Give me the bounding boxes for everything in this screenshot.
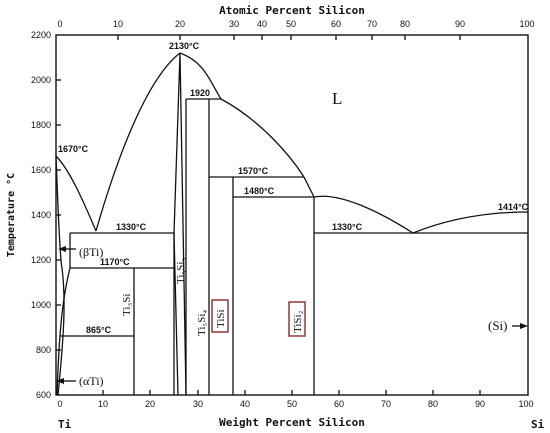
y-tick: 1200: [31, 255, 51, 265]
phase-ti3si: Ti₃Si: [121, 294, 133, 316]
tisi-box: [211, 299, 229, 333]
right-element-label: Si: [531, 418, 545, 431]
temp-1670: 1670°C: [58, 144, 89, 154]
y-tick: 2200: [31, 30, 51, 40]
bottom-tick-marks: [102, 390, 481, 395]
bottom-tick: 50: [287, 399, 297, 409]
bottom-tick: 30: [193, 399, 203, 409]
y-tick: 800: [36, 345, 51, 355]
top-tick: 10: [113, 19, 123, 29]
y-tick: 1800: [31, 120, 51, 130]
beta-solidus: [55, 155, 63, 269]
bottom-tick: 10: [98, 399, 108, 409]
top-tick: 40: [257, 19, 267, 29]
y-tick: 1400: [31, 210, 51, 220]
temp-2130: 2130°C: [169, 41, 200, 51]
top-tick: 0: [57, 19, 62, 29]
alpha-boundary: [56, 267, 71, 396]
top-tick: 70: [367, 19, 377, 29]
bottom-tick: 70: [381, 399, 391, 409]
beta-arrow: [58, 246, 76, 252]
top-tick: 30: [229, 19, 239, 29]
temp-1414: 1414°C: [498, 202, 529, 212]
temp-865: 865°C: [86, 325, 112, 335]
bottom-tick: 90: [475, 399, 485, 409]
temp-1330-left: 1330°C: [116, 222, 147, 232]
top-tick: 80: [400, 19, 410, 29]
liquidus-tisi2: [313, 195, 414, 234]
bottom-tick: 40: [240, 399, 250, 409]
phase-ti5si4: Ti₅Si₄: [196, 310, 208, 336]
bottom-tick: 80: [428, 399, 438, 409]
bottom-tick: 100: [518, 399, 533, 409]
y-tick: 1000: [31, 300, 51, 310]
phase-tisi: TiSi: [215, 309, 227, 328]
temp-1920: 1920: [190, 88, 210, 98]
phase-tisi2: TiSi₂: [292, 310, 304, 333]
phase-boundaries: [55, 52, 529, 396]
phase-ti5si3: Ti₅Si₃: [175, 258, 187, 284]
liquidus-si: [412, 211, 529, 234]
top-tick-marks: [117, 35, 461, 40]
y-tick: 1600: [31, 165, 51, 175]
plot-frame: [55, 34, 529, 396]
phase-liquid: L: [332, 89, 342, 108]
liquidus-tisi: [303, 176, 315, 198]
top-tick: 50: [286, 19, 296, 29]
bottom-axis-title: Weight Percent Silicon: [219, 416, 365, 429]
top-ticks: 0 10 20 30 40 50 60 70 80 90 100: [57, 19, 534, 29]
top-tick: 20: [175, 19, 185, 29]
y-tick: 2000: [31, 75, 51, 85]
y-tick: 600: [36, 390, 51, 400]
y-ticks: 600 800 1000 1200 1400 1600 1800 2000 22…: [31, 30, 51, 400]
bottom-tick: 20: [145, 399, 155, 409]
ti5si3-right: [173, 52, 187, 396]
phase-alpha-ti: (αTi): [79, 374, 104, 388]
phase-si: (Si): [488, 318, 508, 333]
ti5si3-left: [173, 232, 179, 396]
phase-beta-ti: (βTi): [79, 245, 103, 259]
temp-1570: 1570°C: [238, 166, 269, 176]
top-tick: 100: [519, 19, 534, 29]
alpha-arrow: [56, 378, 76, 384]
bottom-ticks: 0 10 20 30 40 50 60 70 80 90 100: [57, 399, 533, 409]
liquidus-left: [55, 155, 97, 232]
temp-1480: 1480°C: [244, 186, 275, 196]
y-axis-title: Temperature °C: [6, 173, 17, 257]
bottom-tick: 60: [334, 399, 344, 409]
liquidus-ti5si4: [220, 98, 305, 178]
top-tick: 90: [455, 19, 465, 29]
top-tick: 60: [331, 19, 341, 29]
tisi2-box: [288, 301, 306, 337]
temp-1330-right: 1330°C: [332, 222, 363, 232]
liquidus-peak-right: [179, 52, 222, 100]
top-axis-title: Atomic Percent Silicon: [219, 4, 365, 17]
temp-1170: 1170°C: [100, 257, 130, 267]
left-element-label: Ti: [58, 418, 72, 431]
bottom-tick: 0: [57, 399, 62, 409]
liquidus-mid: [95, 52, 181, 232]
beta-transus: [57, 267, 65, 396]
si-arrow: [512, 323, 528, 329]
